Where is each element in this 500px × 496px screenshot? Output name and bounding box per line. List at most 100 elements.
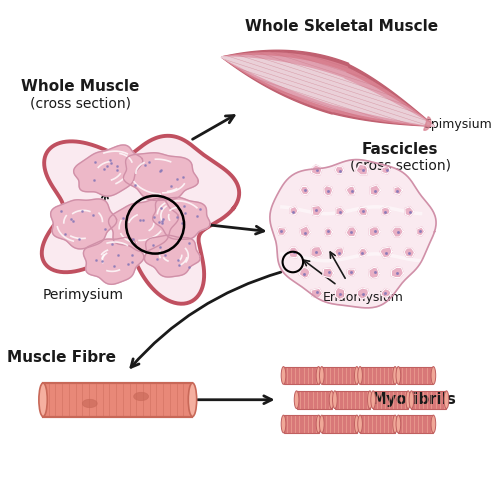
Polygon shape [334,248,344,257]
Polygon shape [424,117,431,130]
Ellipse shape [316,415,321,433]
Polygon shape [381,289,391,297]
Polygon shape [356,164,368,175]
Polygon shape [322,367,357,384]
Polygon shape [370,185,380,196]
Text: Whole Muscle: Whole Muscle [21,79,140,94]
Ellipse shape [431,415,436,433]
Polygon shape [108,198,178,251]
Polygon shape [312,165,322,175]
Polygon shape [84,238,144,284]
Polygon shape [373,391,408,409]
Polygon shape [358,248,368,256]
Polygon shape [300,186,310,195]
Polygon shape [336,207,344,215]
Text: Muscle Fibre: Muscle Fibre [7,350,116,365]
Text: Whole Skeletal Muscle: Whole Skeletal Muscle [246,19,438,34]
Polygon shape [335,391,370,409]
Text: Myofibrils: Myofibrils [372,392,456,407]
Text: (cross section): (cross section) [350,158,450,173]
Polygon shape [398,415,434,433]
Polygon shape [278,228,286,236]
Polygon shape [222,57,434,126]
Polygon shape [404,248,414,257]
Polygon shape [50,199,116,249]
Polygon shape [300,267,310,278]
Polygon shape [311,247,323,257]
Polygon shape [74,145,142,196]
Ellipse shape [358,367,362,384]
Text: Fascicles: Fascicles [362,142,438,157]
Polygon shape [300,226,310,238]
Polygon shape [222,56,434,126]
Text: Epimysium: Epimysium [424,118,492,131]
Polygon shape [311,288,322,298]
Ellipse shape [354,367,359,384]
Ellipse shape [444,391,449,409]
Polygon shape [347,269,356,276]
Polygon shape [284,415,318,433]
Polygon shape [392,267,404,278]
Ellipse shape [409,391,414,409]
Polygon shape [324,186,332,196]
Polygon shape [335,167,344,174]
Polygon shape [284,367,318,384]
Ellipse shape [368,391,372,409]
Polygon shape [290,206,298,215]
Polygon shape [144,235,201,277]
Ellipse shape [294,391,299,409]
Ellipse shape [371,391,376,409]
Ellipse shape [281,367,286,384]
Ellipse shape [406,391,410,409]
Polygon shape [322,268,334,278]
Polygon shape [360,367,395,384]
Polygon shape [336,288,345,300]
Ellipse shape [281,415,286,433]
Polygon shape [380,247,392,258]
Text: Endomysium: Endomysium [322,291,404,304]
Polygon shape [398,367,434,384]
Ellipse shape [39,383,48,417]
Polygon shape [222,53,434,126]
Polygon shape [43,383,193,417]
Polygon shape [296,391,332,409]
Polygon shape [42,136,239,304]
Ellipse shape [316,367,321,384]
Polygon shape [405,207,414,216]
Ellipse shape [320,367,324,384]
Polygon shape [322,415,357,433]
Ellipse shape [320,415,324,433]
Ellipse shape [393,367,398,384]
Polygon shape [312,205,323,216]
Polygon shape [382,207,390,215]
Ellipse shape [396,415,400,433]
Polygon shape [394,186,402,195]
Ellipse shape [188,383,196,417]
Ellipse shape [330,391,334,409]
Ellipse shape [358,415,362,433]
Polygon shape [416,227,424,236]
Ellipse shape [82,399,97,408]
Ellipse shape [396,367,400,384]
Polygon shape [360,415,395,433]
Text: (cross section): (cross section) [30,96,131,110]
Polygon shape [370,227,380,237]
Ellipse shape [332,391,337,409]
Polygon shape [392,227,404,237]
Polygon shape [152,197,210,239]
Polygon shape [358,207,368,215]
Polygon shape [346,227,356,237]
Ellipse shape [431,367,436,384]
Polygon shape [222,50,434,126]
Ellipse shape [354,415,359,433]
Ellipse shape [134,392,148,401]
Polygon shape [288,247,299,258]
Polygon shape [346,186,356,195]
Polygon shape [124,153,198,200]
Polygon shape [412,391,446,409]
Ellipse shape [393,415,398,433]
Polygon shape [369,267,379,278]
Polygon shape [324,228,332,236]
Polygon shape [382,166,390,174]
Polygon shape [270,160,436,308]
